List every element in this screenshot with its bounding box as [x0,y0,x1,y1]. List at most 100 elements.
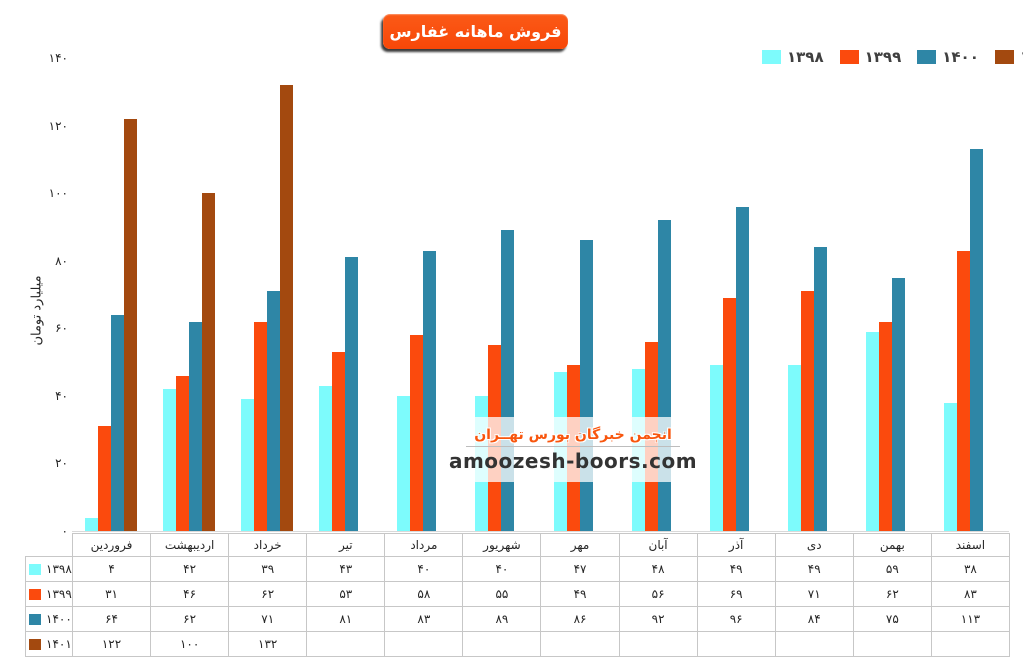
legend-label: ۱۳۹۸ [787,48,824,66]
month-header-7: مهر [540,533,620,557]
month-header-5: مرداد [384,533,464,557]
bar-group-9 [697,58,775,531]
value-cell: ۶۲ [852,581,932,607]
y-tick-label: ۴۰ [55,388,68,403]
legend-label: ۱۴۰۰ [942,48,979,66]
bar-series2-month3 [254,321,268,531]
month-header-3: خرداد [228,533,308,557]
table-row-۱۴۰۱: ۱۴۰۱ ۱۲۲ ۱۰۰ ۱۳۲ [25,631,1011,657]
table-legend-swatch [29,563,41,575]
bar-series1-month1 [85,517,99,531]
bar-group-11 [853,58,931,531]
watermark: انجمن خبرگان بورس تهــران amoozesh-boors… [449,417,697,482]
bar-series3-month6 [501,230,515,531]
value-cell: ۴۷ [540,556,620,582]
data-table: فروردین اردیبهشت خرداد تیر مرداد شهریور مهر آبا… [25,533,1011,657]
bar-series3-month8 [657,220,671,531]
chart-title: فروش ماهانه غفارس [389,22,562,41]
value-cell [462,631,542,657]
bar-series1-month11 [865,331,879,531]
value-cell: ۱۲۲ [71,631,152,657]
value-cell: ۷۱ [228,606,308,632]
bar-series4-month1 [124,118,138,531]
value-cell: ۶۲ [150,606,230,632]
value-cell [384,631,464,657]
year-cell: ۱۳۹۸ [25,556,73,582]
legend-swatch [839,50,859,64]
legend-item-2: ۱۴۰۰ [917,48,979,66]
month-header-1: فروردین [71,533,152,557]
value-cell: ۴۹ [540,581,620,607]
value-cell: ۸۱ [306,606,386,632]
value-cell: ۶۴ [71,606,152,632]
value-cell: ۳۸ [930,556,1011,582]
bar-group-4 [306,58,384,531]
value-cell: ۱۱۳ [930,606,1011,632]
legend-label: ۱۴۰۱ [1020,48,1023,66]
bar-series2-month4 [332,351,346,531]
value-cell: ۴۸ [618,556,698,582]
value-cell: ۴ [71,556,152,582]
value-cell: ۵۳ [306,581,386,607]
month-header-6: شهریور [462,533,542,557]
legend-item-1: ۱۳۹۹ [839,48,901,66]
value-cell [540,631,620,657]
bar-series3-month12 [969,149,983,531]
y-tick-label: ۱۴۰ [48,51,68,65]
bar-series2-month1 [98,426,112,531]
bar-series2-month2 [176,375,190,531]
table-row-۱۳۹۸: ۱۳۹۸ ۴ ۴۲ ۳۹ ۴۳ ۴۰ ۴۰ ۴۷ ۴۸ ۴۹ ۴۹ ۵۹ ۳۸ [25,556,1011,582]
year-key: ۱۳۹۸ [27,562,72,576]
value-cell [774,631,854,657]
value-cell: ۷۱ [774,581,854,607]
bar-group-12 [931,58,1009,531]
value-cell: ۴۰ [462,556,542,582]
bar-group-1 [72,58,150,531]
value-cell [306,631,386,657]
bar-series4-month3 [280,85,294,531]
value-cell [618,631,698,657]
value-cell: ۱۰۰ [150,631,230,657]
value-cell: ۵۸ [384,581,464,607]
y-axis-title: میلیارد تومان [29,275,45,346]
bar-series3-month3 [267,291,281,531]
bar-series4-month2 [202,193,216,531]
year-key: ۱۴۰۱ [27,637,72,651]
bar-series1-month9 [709,365,723,531]
legend-swatch [917,50,937,64]
value-cell: ۸۳ [384,606,464,632]
legend-item-3: ۱۴۰۱ [994,48,1023,66]
year-cell: ۱۴۰۰ [25,606,73,632]
month-header-9: آذر [696,533,776,557]
value-cell: ۴۲ [150,556,230,582]
table-row-۱۳۹۹: ۱۳۹۹ ۳۱ ۴۶ ۶۲ ۵۳ ۵۸ ۵۵ ۴۹ ۵۶ ۶۹ ۷۱ ۶۲ ۸۳ [25,581,1011,607]
table-corner-cell [25,533,73,557]
value-cell: ۸۴ [774,606,854,632]
value-cell: ۵۶ [618,581,698,607]
y-tick-label: ۲۰ [55,456,68,471]
value-cell: ۸۹ [462,606,542,632]
y-tick-label: ۱۲۰ [48,118,68,133]
table-header-row: فروردین اردیبهشت خرداد تیر مرداد شهریور مهر آبا… [25,533,1011,557]
year-label: ۱۳۹۹ [46,587,72,601]
value-cell: ۵۹ [852,556,932,582]
bar-series3-month1 [111,314,125,531]
bar-group-10 [775,58,853,531]
value-cell: ۴۹ [774,556,854,582]
value-cell: ۳۱ [71,581,152,607]
year-key: ۱۳۹۹ [27,587,72,601]
bar-series2-month11 [878,321,892,531]
bar-group-5 [384,58,462,531]
value-cell: ۷۵ [852,606,932,632]
year-label: ۱۳۹۸ [46,562,72,576]
bar-series1-month5 [397,395,411,531]
plot-area [72,58,1009,532]
legend: ۱۳۹۸ ۱۳۹۹ ۱۴۰۰ ۱۴۰۱ [762,48,1023,66]
watermark-url: amoozesh-boors.com [448,448,698,473]
year-cell: ۱۳۹۹ [25,581,73,607]
value-cell [696,631,776,657]
bar-series1-month4 [319,385,333,531]
value-cell [852,631,932,657]
legend-item-0: ۱۳۹۸ [762,48,824,66]
